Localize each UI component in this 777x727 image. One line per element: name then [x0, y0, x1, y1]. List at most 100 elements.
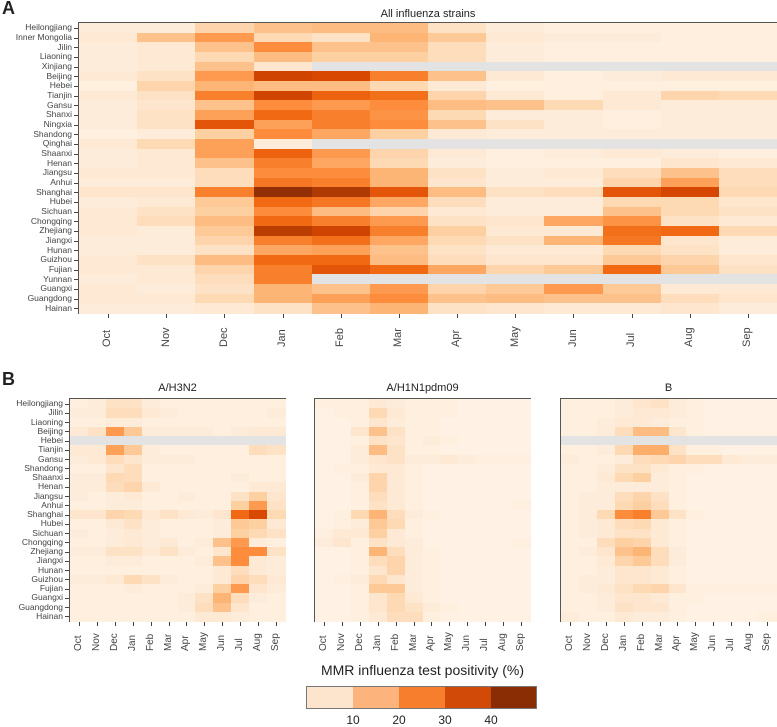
- heatmap-cell: [70, 436, 89, 446]
- heatmap-cell: [141, 593, 161, 604]
- heatmap-cell: [311, 71, 371, 82]
- heatmap-cell: [315, 528, 334, 539]
- heatmap-cell: [350, 426, 370, 437]
- heatmap-cell: [70, 482, 89, 493]
- y-tick: [74, 298, 78, 300]
- province-label: Shanghai: [36, 186, 72, 197]
- province-label: Shanghai: [27, 509, 63, 520]
- heatmap-cell: [311, 119, 371, 130]
- heatmap-cell: [177, 584, 197, 594]
- y-tick: [65, 412, 69, 414]
- heatmap-cell: [596, 500, 616, 511]
- heatmap-cell: [249, 426, 268, 437]
- month-label: Mar: [162, 633, 174, 651]
- heatmap-cell: [494, 510, 513, 520]
- heatmap-cell: [476, 482, 495, 493]
- heatmap-cell: [253, 235, 313, 246]
- heatmap-cell: [632, 445, 652, 456]
- heatmap-cell: [668, 556, 688, 567]
- heatmap-cell: [561, 519, 580, 530]
- heatmap-cell: [177, 473, 197, 483]
- heatmap-cell: [368, 556, 388, 567]
- heatmap-cell: [632, 473, 652, 483]
- province-label: Tianjin: [38, 444, 63, 455]
- heatmap-cell: [177, 537, 197, 548]
- heatmap-cell: [311, 81, 371, 92]
- heatmap-cell: [231, 611, 250, 622]
- heatmap-cell: [476, 491, 495, 502]
- heatmap-cell: [650, 399, 670, 409]
- heatmap-cell: [87, 417, 107, 428]
- legend-title: MMR influenza test positivity (%): [320, 662, 525, 678]
- heatmap-cell: [422, 491, 442, 502]
- heatmap-cell: [249, 408, 268, 419]
- heatmap-cell: [578, 473, 598, 483]
- heatmap-cell: [718, 42, 777, 53]
- heatmap-cell: [428, 139, 487, 150]
- heatmap-cell: [718, 284, 777, 295]
- heatmap-cell: [596, 565, 616, 576]
- heatmap-cell: [458, 408, 477, 419]
- heatmap-cell: [686, 408, 705, 419]
- heatmap-cell: [718, 197, 777, 208]
- heatmap-cell: [195, 52, 255, 63]
- heatmap-cell: [596, 584, 616, 594]
- heatmap-cell: [315, 417, 334, 428]
- heatmap-cell: [195, 42, 255, 53]
- heatmap-cell: [105, 463, 125, 474]
- heatmap-cell: [494, 491, 513, 502]
- heatmap-cell: [476, 547, 495, 557]
- heatmap-cell: [315, 556, 334, 567]
- heatmap-cell: [70, 473, 89, 483]
- heatmap-cell: [632, 574, 652, 585]
- heatmap-cell: [440, 565, 459, 576]
- heatmap-cell: [440, 399, 459, 409]
- heatmap-cell: [195, 110, 255, 121]
- heatmap-cell: [70, 445, 89, 456]
- heatmap-cell: [253, 255, 313, 266]
- heatmap-cell: [105, 510, 125, 520]
- heatmap-cell: [668, 584, 688, 594]
- heatmap-cell: [544, 168, 604, 179]
- heatmap-cell: [660, 32, 720, 43]
- heatmap-cell: [177, 408, 197, 419]
- x-tick: [731, 622, 733, 626]
- heatmap-cell: [718, 255, 777, 266]
- heatmap-cell: [722, 611, 741, 622]
- heatmap-cell: [632, 584, 652, 594]
- heatmap-cell: [159, 574, 179, 585]
- month-label: Mar: [407, 633, 419, 651]
- y-tick: [65, 431, 69, 433]
- heatmap-cell: [458, 417, 477, 428]
- heatmap-cell: [404, 426, 424, 437]
- x-tick: [677, 622, 679, 626]
- x-tick: [503, 622, 505, 626]
- heatmap-cell: [650, 510, 670, 520]
- heatmap-cell: [614, 473, 634, 483]
- heatmap-cell: [758, 565, 777, 576]
- heatmap-cell: [350, 602, 370, 613]
- heatmap-cell: [486, 23, 545, 34]
- heatmap-cell: [177, 463, 197, 474]
- legend-swatch: [353, 687, 399, 709]
- heatmap-cell: [632, 528, 652, 539]
- heatmap-cell: [476, 408, 495, 419]
- heatmap-cell: [369, 303, 429, 314]
- heatmap-cell: [249, 500, 268, 511]
- heatmap-cell: [561, 565, 580, 576]
- heatmap-cell: [79, 32, 138, 43]
- heatmap-cell: [137, 235, 196, 246]
- panel-title: All influenza strains: [380, 8, 476, 20]
- heatmap-cell: [428, 255, 487, 266]
- heatmap-cell: [578, 454, 598, 465]
- heatmap-cell: [614, 436, 634, 446]
- month-label: Jul: [234, 638, 246, 651]
- legend-swatch: [399, 687, 445, 709]
- province-label: Shandong: [24, 462, 63, 473]
- heatmap-cell: [602, 71, 662, 82]
- heatmap-cell: [561, 574, 580, 585]
- heatmap-cell: [740, 426, 759, 437]
- heatmap-cell: [311, 245, 371, 256]
- heatmap-cell: [650, 473, 670, 483]
- heatmap-cell: [105, 611, 125, 622]
